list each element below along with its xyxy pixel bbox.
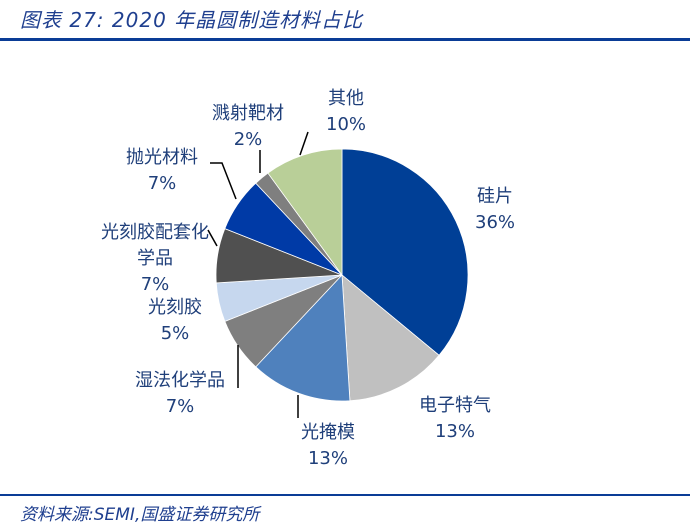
chart-title: 图表 27: 2020 年晶圆制造材料占比 (20, 8, 364, 32)
source-note: 资料来源:SEMI,国盛证券研究所 (20, 505, 260, 525)
label-电子特气: 电子特气 13% (419, 395, 491, 442)
pie-slice-硅片 (341, 148, 469, 356)
label-光刻胶: 光刻胶 5% (148, 297, 202, 344)
pie-slice-电子特气 (341, 274, 440, 402)
pie-slice-光掩模 (255, 274, 351, 402)
label-抛光材料: 抛光材料 7% (126, 147, 198, 194)
leader-line-抛光材料 (210, 162, 237, 200)
leader-line-光刻胶配套 (207, 229, 218, 247)
title-rule (0, 38, 690, 41)
footer-rule (0, 494, 690, 496)
label-光刻胶配套化学品: 光刻胶配套化学品 7% (101, 222, 209, 295)
label-溅射靶材: 溅射靶材 2% (212, 103, 284, 150)
label-硅片: 硅片 36% (474, 186, 516, 233)
leader-line-其他 (299, 131, 309, 156)
label-光掩模: 光掩模 13% (301, 422, 355, 469)
label-湿法化学品: 湿法化学品 7% (135, 370, 225, 417)
label-其他: 其他 10% (325, 88, 367, 135)
pie-slice-其他 (267, 148, 343, 277)
